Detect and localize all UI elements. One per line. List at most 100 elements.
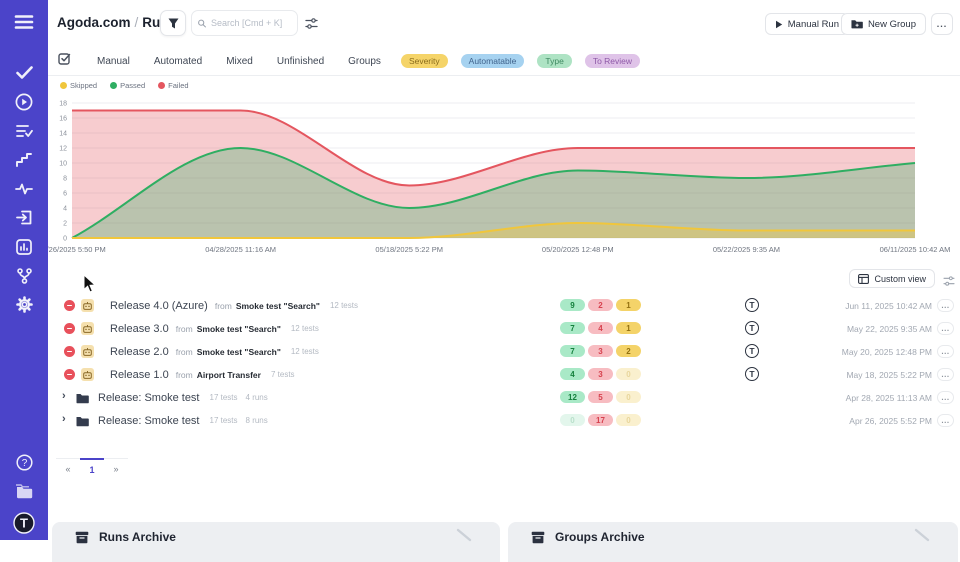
passed-badge: 7 xyxy=(560,322,585,334)
select-all-icon[interactable] xyxy=(58,52,71,70)
table-row[interactable]: › Release: Smoke test 17 tests 8 runs 0 … xyxy=(48,409,960,432)
chip-type[interactable]: Type xyxy=(537,54,572,68)
table-row[interactable]: › Release 4.0 (Azure) from Smoke test "S… xyxy=(48,294,960,317)
run-tests-count: 17 tests xyxy=(209,416,238,425)
run-tests-count: 7 tests xyxy=(270,370,295,379)
folder-plus-icon xyxy=(851,20,863,29)
analytics-icon[interactable] xyxy=(0,232,48,261)
steps-icon[interactable] xyxy=(0,145,48,174)
page-current[interactable]: 1 xyxy=(80,458,104,478)
branch-icon[interactable] xyxy=(0,261,48,290)
mouse-cursor xyxy=(83,273,97,298)
new-group-button[interactable]: New Group xyxy=(840,13,926,35)
passed-dot-icon xyxy=(110,82,118,89)
row-menu-button[interactable]: ... xyxy=(937,368,954,381)
run-title[interactable]: Release 2.0 xyxy=(110,345,169,358)
svg-text:04/26/2025 5:50 PM: 04/26/2025 5:50 PM xyxy=(48,245,106,254)
svg-text:?: ? xyxy=(21,458,27,469)
failed-status-icon xyxy=(64,346,75,357)
menu-icon[interactable] xyxy=(0,0,48,44)
result-badges: 7 4 1 xyxy=(560,322,641,334)
skipped-badge: 0 xyxy=(616,368,641,380)
legend-item-passed[interactable]: Passed xyxy=(110,81,145,90)
check-icon[interactable] xyxy=(0,58,48,87)
page-next[interactable]: » xyxy=(104,458,128,478)
row-menu-button[interactable]: ... xyxy=(937,299,954,312)
run-title[interactable]: Release 1.0 xyxy=(110,368,169,381)
funnel-icon xyxy=(168,18,178,28)
chip-severity[interactable]: Severity xyxy=(400,54,448,68)
automated-run-icon xyxy=(81,322,94,335)
play-circle-icon[interactable] xyxy=(0,87,48,116)
breadcrumb-separator: / xyxy=(134,15,139,30)
run-source[interactable]: Smoke test "Search" xyxy=(196,346,281,357)
gear-icon[interactable] xyxy=(0,290,48,319)
svg-text:10: 10 xyxy=(59,161,67,168)
expand-chevron[interactable]: › xyxy=(62,390,66,402)
run-title[interactable]: Release: Smoke test xyxy=(98,414,200,427)
chart-container: 0 2 4 6 8 10 12 14 16 18 04/26/2025 5:50 PM 04/28/2… xyxy=(48,94,960,260)
runs-list-icon[interactable] xyxy=(0,116,48,145)
passed-badge: 9 xyxy=(560,299,585,311)
failed-dot-icon xyxy=(158,82,166,89)
row-menu-button[interactable]: ... xyxy=(937,345,954,358)
run-title[interactable]: Release 4.0 (Azure) xyxy=(110,299,208,312)
run-title[interactable]: Release: Smoke test xyxy=(98,391,200,404)
header-more-button[interactable]: ... xyxy=(931,13,953,35)
svg-text:05/20/2025 12:48 PM: 05/20/2025 12:48 PM xyxy=(542,245,614,254)
tab-mixed[interactable]: Mixed xyxy=(226,55,253,67)
reporter-logo-icon: T xyxy=(745,344,759,358)
help-icon[interactable]: ? xyxy=(0,448,48,477)
run-source[interactable]: Smoke test "Search" xyxy=(196,323,281,334)
svg-text:6: 6 xyxy=(63,191,67,198)
row-menu-button[interactable]: ... xyxy=(937,414,954,427)
groups-archive-card[interactable]: Groups Archive xyxy=(508,522,958,562)
passed-badge: 12 xyxy=(560,391,585,403)
chevron-down-icon xyxy=(914,528,930,547)
result-badges: 9 2 1 xyxy=(560,299,641,311)
page-prev[interactable]: « xyxy=(56,458,80,478)
adjustments-icon[interactable] xyxy=(305,16,318,34)
chip-to-review[interactable]: To Review xyxy=(584,54,641,68)
run-date: Jun 11, 2025 10:42 AM xyxy=(845,301,932,311)
search-input[interactable] xyxy=(211,18,291,28)
table-row[interactable]: › Release 1.0 from Airport Transfer 7 te… xyxy=(48,363,960,386)
run-date: Apr 26, 2025 5:52 PM xyxy=(849,416,932,426)
tab-unfinished[interactable]: Unfinished xyxy=(276,55,325,67)
tab-automated[interactable]: Automated xyxy=(153,55,203,67)
run-title[interactable]: Release 3.0 xyxy=(110,322,169,335)
filter-button[interactable] xyxy=(160,10,186,36)
legend-item-failed[interactable]: Failed xyxy=(158,81,189,90)
tab-manual[interactable]: Manual xyxy=(97,55,130,67)
expand-chevron[interactable]: › xyxy=(62,413,66,425)
project-name[interactable]: Agoda.com xyxy=(57,15,131,30)
run-source[interactable]: Smoke test "Search" xyxy=(235,300,320,311)
custom-view-button[interactable]: Custom view xyxy=(849,269,935,288)
logo-t[interactable]: T xyxy=(0,506,48,540)
manual-run-button[interactable]: Manual Run xyxy=(764,13,849,35)
table-row[interactable]: › Release 3.0 from Smoke test "Search" 1… xyxy=(48,317,960,340)
search-box[interactable] xyxy=(191,10,298,36)
runs-archive-title: Runs Archive xyxy=(99,530,176,544)
run-tests-count: 12 tests xyxy=(290,347,319,356)
table-settings-icon[interactable] xyxy=(943,273,955,291)
archive-icon xyxy=(531,531,545,543)
run-source[interactable]: Airport Transfer xyxy=(196,369,261,380)
legend-item-skipped[interactable]: Skipped xyxy=(60,81,97,90)
library-icon[interactable] xyxy=(0,477,48,506)
row-menu-button[interactable]: ... xyxy=(937,322,954,335)
tab-groups[interactable]: Groups xyxy=(348,55,381,67)
svg-text:0: 0 xyxy=(63,236,67,243)
run-tests-count: 17 tests xyxy=(209,393,238,402)
runs-archive-card[interactable]: Runs Archive xyxy=(52,522,500,562)
svg-text:16: 16 xyxy=(59,116,67,123)
chip-automatable[interactable]: Automatable xyxy=(460,54,525,68)
run-from-label: from xyxy=(175,323,193,334)
table-row[interactable]: › Release 2.0 from Smoke test "Search" 1… xyxy=(48,340,960,363)
pulse-icon[interactable] xyxy=(0,174,48,203)
failed-badge: 5 xyxy=(588,391,613,403)
table-row[interactable]: › Release: Smoke test 17 tests 4 runs 12… xyxy=(48,386,960,409)
import-icon[interactable] xyxy=(0,203,48,232)
row-menu-button[interactable]: ... xyxy=(937,391,954,404)
run-tests-count: 12 tests xyxy=(329,301,358,310)
